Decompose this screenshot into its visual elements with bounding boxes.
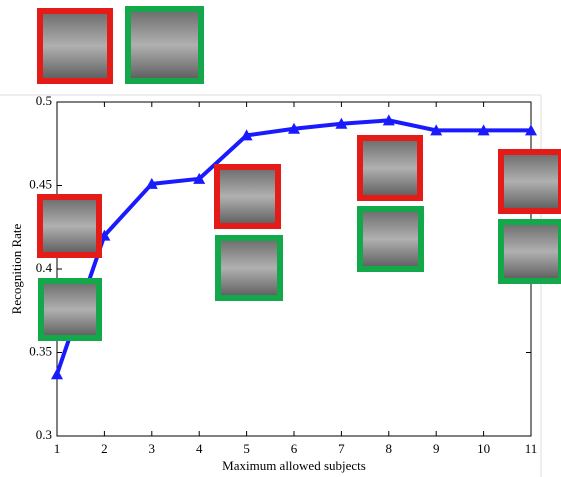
chart: Maximum allowed subjects Recognition Rat… <box>0 0 561 477</box>
x-tick-label: 7 <box>338 441 345 456</box>
y-tick-label: 0.3 <box>36 427 52 442</box>
face-thumbnail <box>360 209 421 269</box>
face-thumbnail <box>360 138 420 198</box>
plot-frame <box>57 102 531 436</box>
y-tick-label: 0.4 <box>36 260 53 275</box>
x-tick-label: 1 <box>54 441 61 456</box>
x-tick-label: 6 <box>291 441 298 456</box>
x-tick-label: 2 <box>101 441 108 456</box>
y-tick-label: 0.35 <box>29 343 52 358</box>
data-marker <box>51 368 63 379</box>
x-tick-label: 8 <box>386 441 393 456</box>
face-thumbnail <box>218 238 280 298</box>
y-tick-label: 0.5 <box>36 93 52 108</box>
x-axis-label: Maximum allowed subjects <box>222 458 366 473</box>
page: Maximum allowed subjects Recognition Rat… <box>0 0 561 477</box>
face-thumbnail <box>501 222 561 281</box>
y-axis-label: Recognition Rate <box>9 223 24 314</box>
face-thumbnail <box>128 9 201 81</box>
y-tick-label: 0.45 <box>29 176 52 191</box>
x-tick-label: 4 <box>196 441 203 456</box>
face-thumbnail <box>501 152 561 211</box>
face-thumbnail <box>217 167 278 226</box>
x-tick-label: 3 <box>149 441 156 456</box>
face-thumbnails <box>40 9 561 338</box>
data-line <box>57 120 531 374</box>
x-tick-label: 5 <box>243 441 250 456</box>
face-thumbnail <box>40 11 110 81</box>
face-thumbnail <box>40 197 99 255</box>
face-thumbnail <box>41 281 99 338</box>
x-tick-label: 10 <box>477 441 490 456</box>
x-tick-label: 9 <box>433 441 440 456</box>
x-tick-label: 11 <box>525 441 538 456</box>
